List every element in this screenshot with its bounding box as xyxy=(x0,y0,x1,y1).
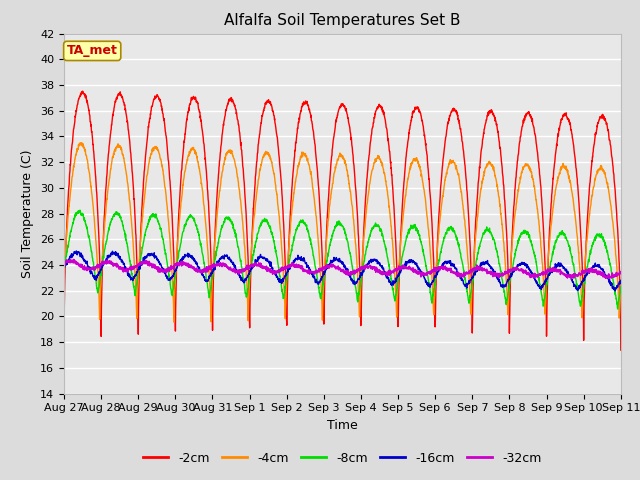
-16cm xyxy=(584,270,591,276)
-2cm xyxy=(568,131,575,137)
Line: -8cm: -8cm xyxy=(64,210,621,309)
-2cm xyxy=(584,218,591,224)
-8cm xyxy=(371,224,379,229)
-4cm xyxy=(584,231,591,237)
-8cm xyxy=(584,264,591,270)
-16cm xyxy=(216,256,223,262)
Legend: -2cm, -4cm, -8cm, -16cm, -32cm: -2cm, -4cm, -8cm, -16cm, -32cm xyxy=(138,447,547,469)
-32cm xyxy=(371,267,379,273)
-2cm xyxy=(359,252,367,258)
-16cm xyxy=(359,270,367,276)
Line: -2cm: -2cm xyxy=(64,91,621,350)
-2cm xyxy=(504,275,512,281)
-8cm xyxy=(76,207,84,213)
-8cm xyxy=(359,267,367,273)
-4cm xyxy=(359,248,367,253)
-8cm xyxy=(568,255,575,261)
-2cm xyxy=(371,114,379,120)
-4cm xyxy=(170,319,178,325)
X-axis label: Time: Time xyxy=(327,419,358,432)
-4cm xyxy=(60,276,68,282)
-4cm xyxy=(568,190,576,196)
-16cm xyxy=(72,248,80,254)
-32cm xyxy=(584,268,591,274)
-8cm xyxy=(216,233,223,239)
-2cm xyxy=(60,344,68,349)
-16cm xyxy=(611,288,619,294)
Title: Alfalfa Soil Temperatures Set B: Alfalfa Soil Temperatures Set B xyxy=(224,13,461,28)
-2cm xyxy=(617,347,625,353)
-32cm xyxy=(60,262,68,267)
-8cm xyxy=(617,284,625,289)
Line: -16cm: -16cm xyxy=(64,251,621,291)
-4cm xyxy=(371,159,379,165)
-32cm xyxy=(617,270,625,276)
Line: -4cm: -4cm xyxy=(64,143,621,322)
-32cm xyxy=(568,273,576,278)
-32cm xyxy=(70,256,77,262)
-2cm xyxy=(79,88,86,94)
-16cm xyxy=(371,257,379,263)
-16cm xyxy=(60,266,68,272)
-32cm xyxy=(359,265,367,271)
-16cm xyxy=(504,277,512,283)
-32cm xyxy=(568,276,575,282)
-4cm xyxy=(617,282,625,288)
-8cm xyxy=(60,267,68,273)
Y-axis label: Soil Temperature (C): Soil Temperature (C) xyxy=(22,149,35,278)
Line: -32cm: -32cm xyxy=(64,259,621,279)
-2cm xyxy=(216,158,223,164)
-32cm xyxy=(216,263,223,269)
-4cm xyxy=(216,188,223,194)
-8cm xyxy=(614,306,621,312)
-16cm xyxy=(617,277,625,283)
-32cm xyxy=(504,267,512,273)
-4cm xyxy=(505,299,513,304)
-16cm xyxy=(568,277,575,283)
-8cm xyxy=(504,289,512,295)
-4cm xyxy=(77,140,85,145)
Text: TA_met: TA_met xyxy=(67,44,118,58)
